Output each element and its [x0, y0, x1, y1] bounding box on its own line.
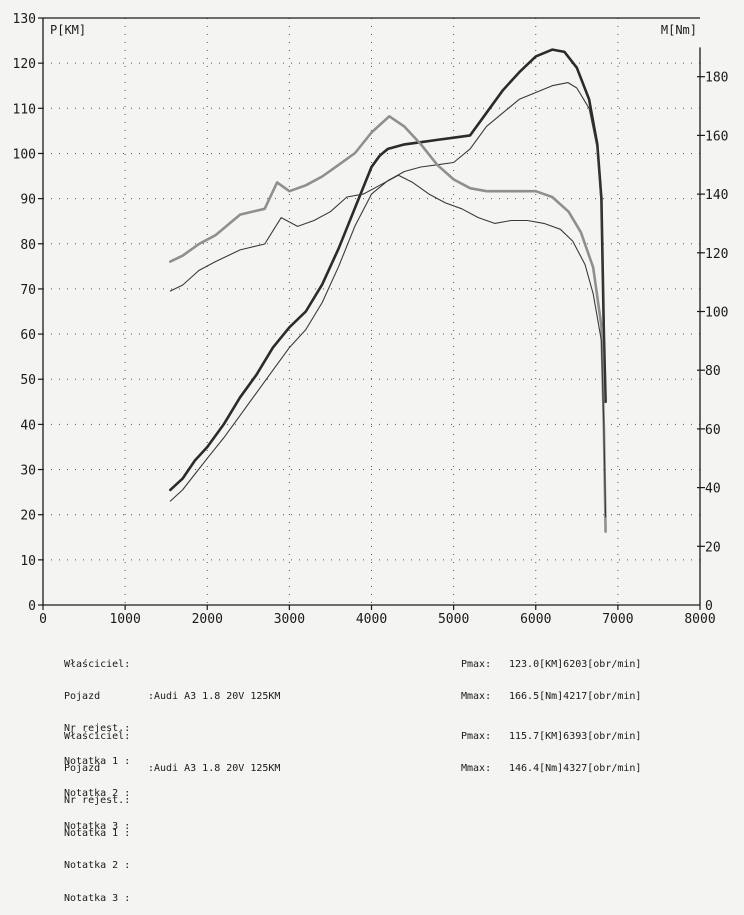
axes: [38, 17, 705, 610]
vehicle-label: Pojazd: [64, 690, 101, 702]
x-tick-label: 3000: [274, 612, 305, 627]
left-tick-label: 50: [20, 373, 36, 388]
right-tick-label: 0: [705, 599, 713, 614]
left-tick-label: 70: [20, 283, 36, 298]
grid: [43, 17, 700, 605]
right-axis-label: M[Nm]: [661, 23, 697, 37]
series-line-1: [169, 48, 607, 492]
right-tick-label: 120: [705, 247, 728, 262]
mmax-label: Mmax:: [461, 762, 492, 774]
reg-label: Nr rejest.:: [64, 723, 131, 735]
left-tick-label: 20: [20, 509, 36, 524]
right-tick-label: 160: [705, 129, 728, 144]
mmax-value: 146.4[Nm]4327[obr/min]: [509, 762, 642, 774]
series-lines: [169, 48, 607, 533]
x-tick-label: 0: [39, 612, 47, 627]
x-tick-label: 8000: [684, 612, 715, 627]
note1-label: Notatka 1 :: [64, 755, 131, 767]
right-tick-label: 20: [705, 540, 721, 555]
right-tick-label: 80: [705, 364, 721, 379]
left-tick-label: 80: [20, 238, 36, 253]
vehicle-value: :Audi A3 1.8 20V 125KM: [148, 690, 281, 702]
owner-label: Właściciel:: [64, 658, 131, 670]
left-tick-label: 40: [20, 418, 36, 433]
mmax-value: 166.5[Nm]4217[obr/min]: [509, 690, 642, 702]
left-tick-label: 130: [13, 12, 36, 27]
left-tick-label: 100: [13, 147, 36, 162]
measurement-2-stats: Pmax: 115.7[KM]6393[obr/min] Mmax: 146.4[N…: [461, 710, 641, 786]
left-tick-label: 120: [13, 57, 36, 72]
right-tick-label: 100: [705, 306, 728, 321]
mmax-label: Mmax:: [461, 690, 492, 702]
dyno-chart: 0 10 20 30 40 50 60 70 80 90 100 110 120 130 20 40 60 80 1…: [13, 12, 729, 627]
series-line-4: [169, 174, 607, 518]
vehicle-value: :Audi A3 1.8 20V 125KM: [148, 762, 281, 774]
left-tick-label: 110: [13, 102, 36, 117]
right-tick-label: 40: [705, 482, 721, 497]
right-tick-label: 180: [705, 71, 728, 86]
left-tick-label: 60: [20, 328, 36, 343]
right-tick-label: 140: [705, 188, 728, 203]
tick-labels: 0 10 20 30 40 50 60 70 80 90 100 110 120 130 20 40 60 80 1…: [13, 12, 729, 627]
note2-label: Notatka 2 :: [64, 860, 131, 872]
measurement-2-info: Właściciel: Pojazd :Audi A3 1.8 20V 125KM…: [64, 710, 280, 915]
measurement-1-stats: Pmax: 123.0[KM]6203[obr/min] Mmax: 166.5[N…: [461, 638, 641, 714]
owner-label: Właściciel:: [64, 730, 131, 742]
left-tick-label: 30: [20, 464, 36, 479]
x-tick-label: 1000: [109, 612, 140, 627]
note3-label: Notatka 3 :: [64, 892, 131, 904]
left-tick-label: 0: [28, 599, 36, 614]
left-tick-label: 90: [20, 193, 36, 208]
series-line-3: [169, 115, 607, 533]
note1-label: Notatka 1 :: [64, 827, 131, 839]
left-axis-label: P[KM]: [50, 23, 86, 37]
pmax-value: 115.7[KM]6393[obr/min]: [509, 730, 642, 742]
x-tick-label: 4000: [356, 612, 387, 627]
pmax-label: Pmax:: [461, 730, 492, 742]
x-tick-label: 7000: [602, 612, 633, 627]
x-tick-label: 6000: [520, 612, 551, 627]
pmax-value: 123.0[KM]6203[obr/min]: [509, 658, 642, 670]
series-line-2: [169, 82, 607, 502]
x-tick-label: 5000: [438, 612, 469, 627]
right-tick-label: 60: [705, 423, 721, 438]
pmax-label: Pmax:: [461, 658, 492, 670]
left-tick-label: 10: [20, 554, 36, 569]
x-tick-label: 2000: [192, 612, 223, 627]
reg-label: Nr rejest.:: [64, 795, 131, 807]
vehicle-label: Pojazd: [64, 762, 101, 774]
